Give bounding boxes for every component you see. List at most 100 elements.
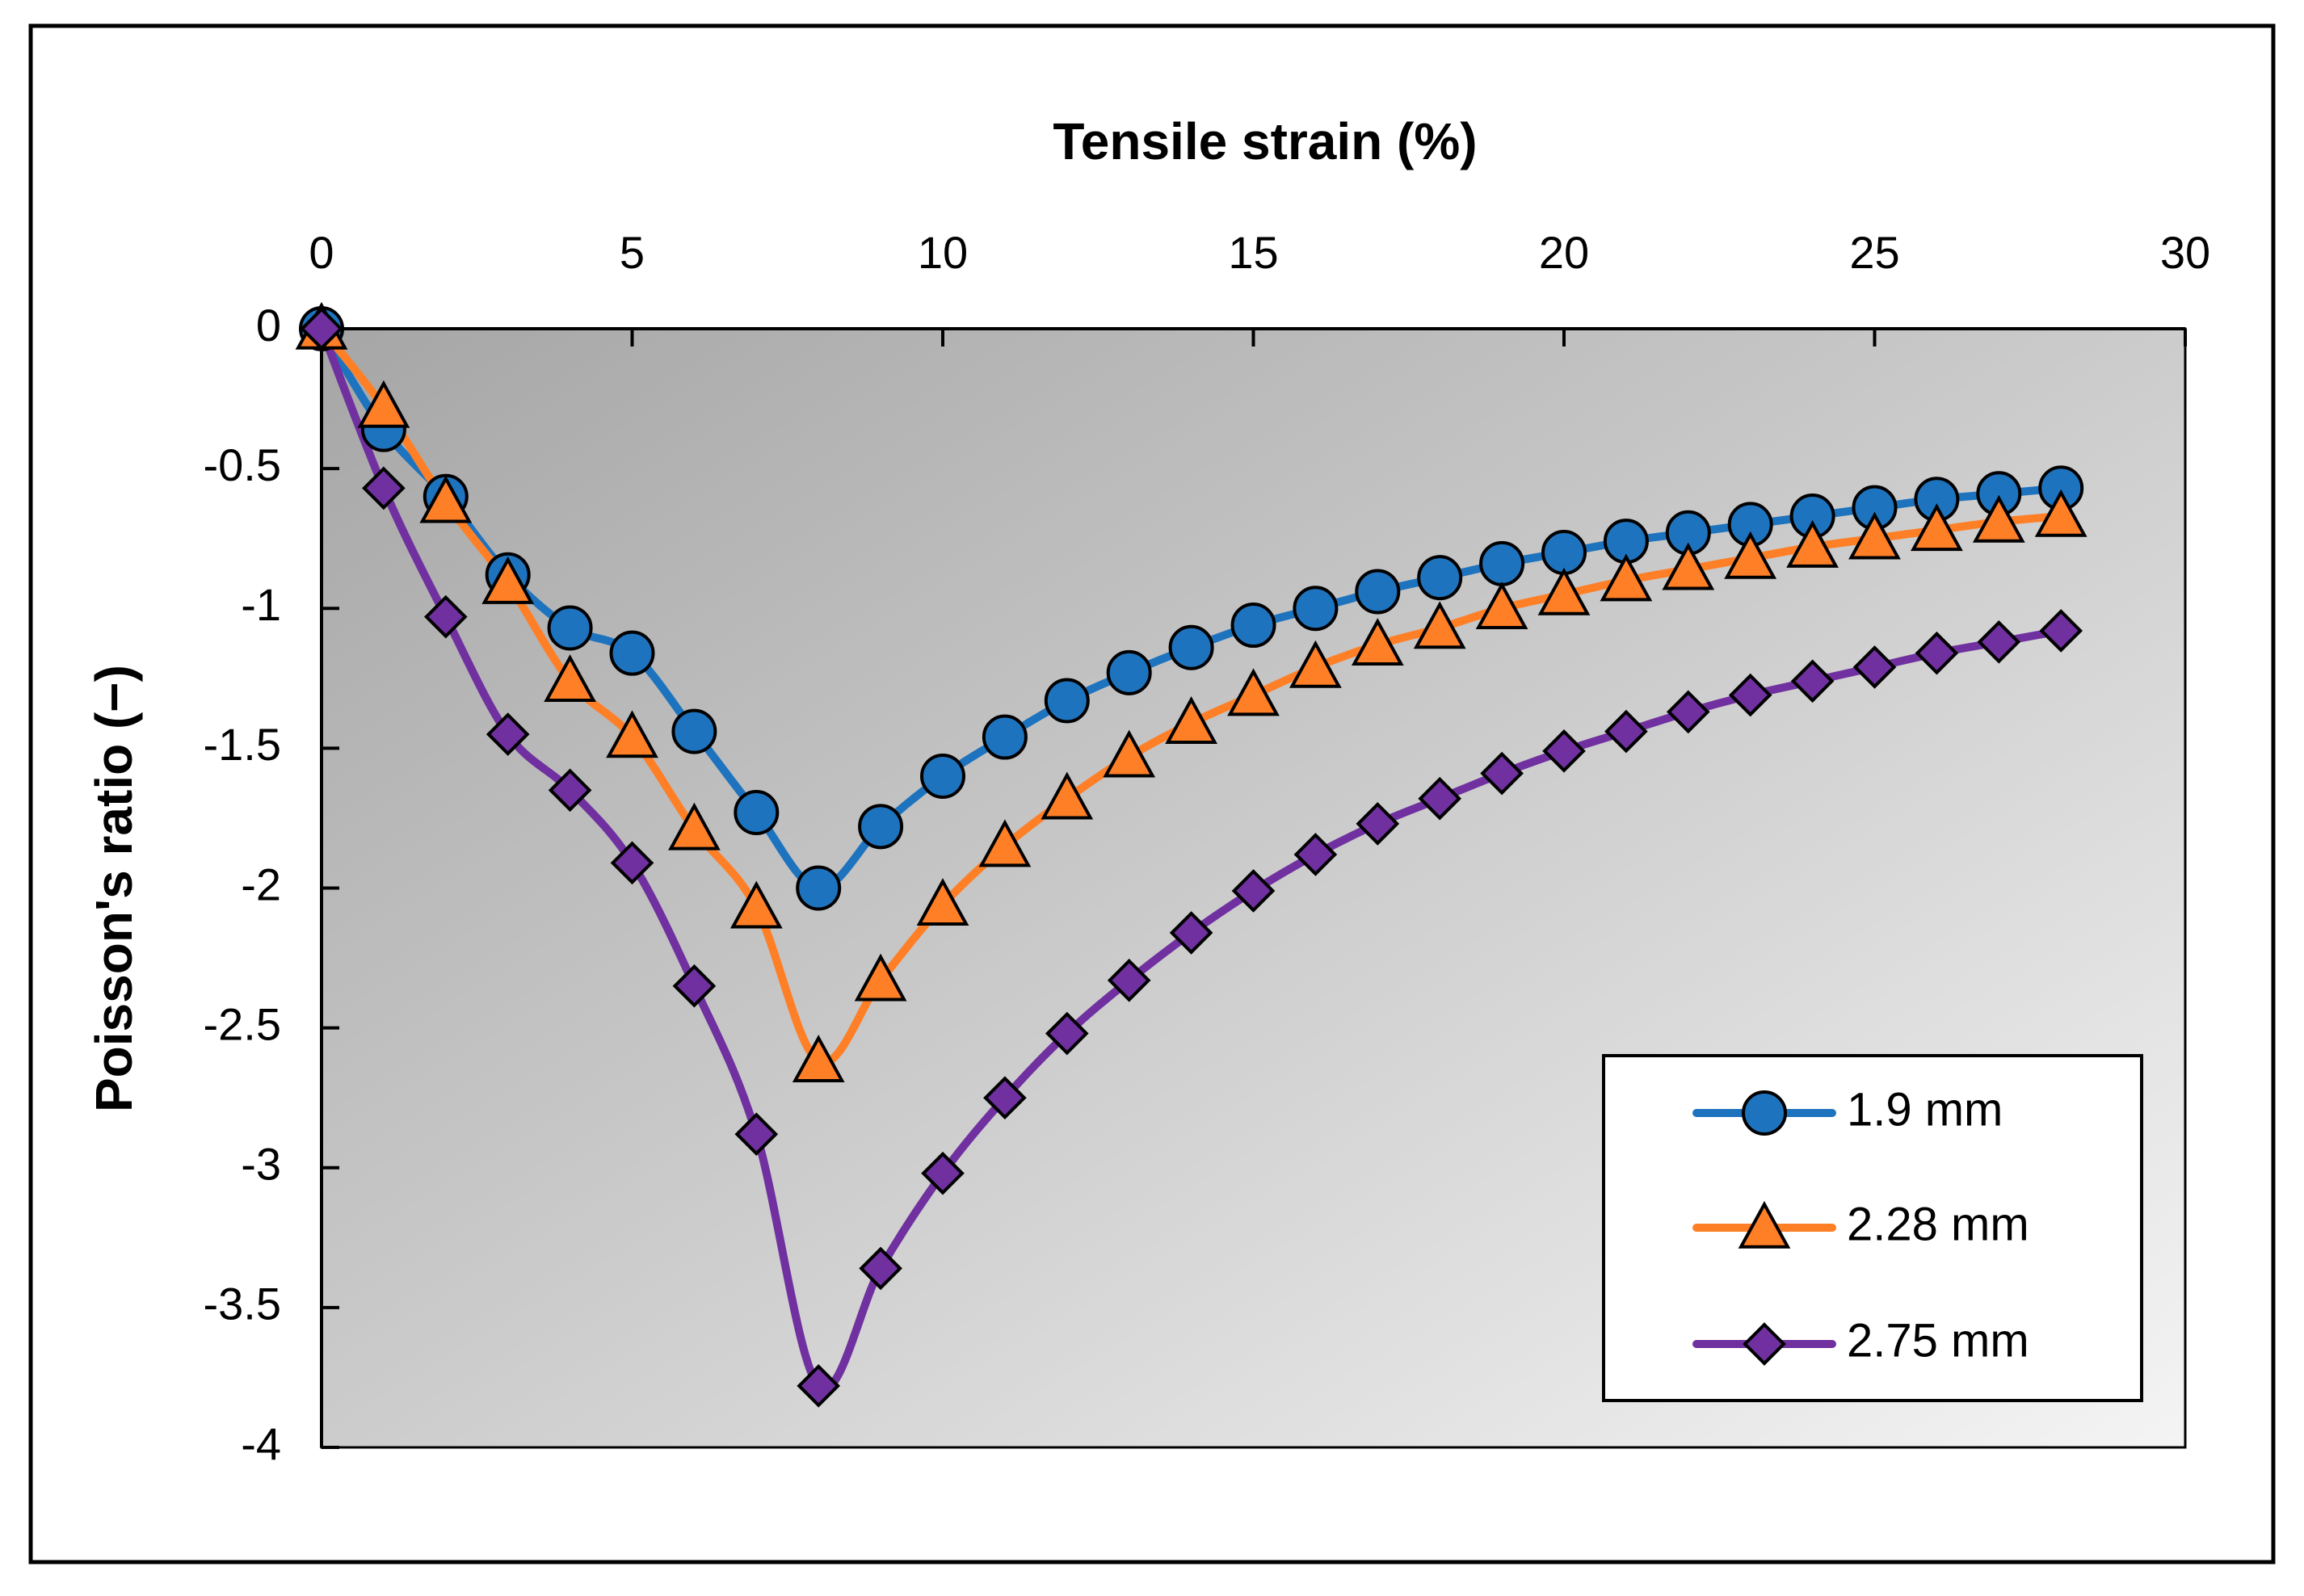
data-point-triangle [729, 880, 783, 929]
x-tick-label: 15 [1228, 227, 1278, 278]
data-point-triangle [1662, 542, 1715, 590]
y-tick-label: -0.5 [204, 439, 282, 490]
data-point-triangle [1351, 618, 1404, 666]
legend-marker-triangle [1738, 1200, 1791, 1249]
y-tick-label: -2 [241, 859, 281, 909]
x-tick-label: 20 [1539, 227, 1589, 278]
data-point-diamond [486, 712, 530, 756]
data-point-diamond [362, 466, 406, 510]
data-point-triangle [1537, 567, 1591, 615]
data-point-circle [1479, 540, 1525, 586]
data-point-triangle [978, 819, 1032, 867]
data-point-circle [982, 714, 1028, 760]
data-point-diamond [983, 1076, 1027, 1120]
data-point-circle [1417, 555, 1463, 601]
x-tick-label: 5 [620, 227, 645, 278]
data-point-triangle [1600, 553, 1653, 602]
data-point-diamond [423, 594, 468, 639]
data-point-diamond [1790, 659, 1835, 704]
data-point-circle [609, 630, 655, 676]
y-tick-label: -1 [241, 579, 281, 630]
data-point-circle [547, 605, 593, 651]
data-point-triangle [606, 710, 658, 758]
data-point-circle [796, 865, 842, 911]
data-point-diamond [1231, 869, 1276, 913]
series-markers-3 [300, 307, 2083, 1408]
legend-marker-diamond [1743, 1322, 1786, 1366]
y-tick-label: 0 [256, 300, 281, 351]
data-point-circle [858, 804, 904, 850]
data-point-circle [671, 708, 717, 754]
x-tick-label: 25 [1849, 227, 1899, 278]
data-point-diamond [1915, 631, 1959, 675]
series-markers [295, 301, 2087, 1408]
data-point-diamond [1542, 729, 1586, 773]
data-point-diamond [1107, 958, 1151, 1002]
legend-item: 2.75 mm [1692, 1314, 2029, 1367]
data-point-triangle [668, 802, 721, 850]
data-point-circle [1355, 569, 1401, 615]
data-point-triangle [419, 475, 473, 523]
data-point-triangle [1475, 582, 1528, 630]
data-point-triangle [1911, 503, 1963, 552]
data-point-triangle [1413, 601, 1466, 649]
y-tick-label: -3 [241, 1139, 281, 1190]
data-point-diamond [859, 1246, 902, 1291]
y-tick-label: -1.5 [204, 719, 282, 770]
data-point-diamond [1977, 620, 2021, 664]
data-point-circle [1293, 586, 1339, 632]
legend-item: 1.9 mm [1692, 1083, 2003, 1136]
data-point-circle [920, 754, 965, 799]
data-point-diamond [672, 964, 717, 1008]
series-markers-2 [295, 301, 2087, 1082]
data-point-diamond [797, 1363, 841, 1408]
data-point-triangle [2034, 489, 2087, 537]
data-point-diamond [300, 307, 343, 351]
data-point-diamond [1356, 802, 1400, 846]
x-axis-title: Tensile strain (%) [1053, 112, 1477, 170]
data-point-triangle [1103, 729, 1156, 778]
y-tick-label: -2.5 [204, 998, 282, 1049]
data-point-circle [1230, 603, 1276, 649]
data-point-circle [1168, 624, 1214, 670]
legend-label: 2.75 mm [1847, 1314, 2029, 1367]
data-point-diamond [1045, 1011, 1089, 1056]
series-markers-1 [299, 306, 2084, 911]
data-point-diamond [1293, 833, 1338, 876]
data-point-triangle [792, 1035, 845, 1082]
data-point-diamond [548, 768, 592, 813]
data-point-diamond [2039, 609, 2083, 653]
legend-marker-circle [1742, 1090, 1787, 1136]
data-point-circle [1044, 678, 1090, 724]
y-axis-title: Poisson's ratio (−) [85, 665, 143, 1112]
x-tick-label: 0 [309, 227, 334, 278]
data-point-triangle [1724, 531, 1777, 579]
data-point-triangle [1848, 511, 1901, 560]
data-point-diamond [610, 841, 654, 885]
data-point-triangle [481, 556, 535, 604]
data-point-diamond [921, 1151, 965, 1195]
data-point-triangle [1786, 519, 1839, 568]
data-point-circle [1541, 530, 1587, 575]
data-point-diamond [1604, 709, 1648, 754]
data-point-triangle [1041, 771, 1094, 820]
legend: 1.9 mm 2.28 mm 2.75 mm [1692, 1083, 2029, 1367]
data-point-triangle [1972, 494, 2025, 543]
data-point-triangle [544, 654, 596, 703]
data-point-triangle [1289, 640, 1342, 688]
data-point-diamond [1666, 690, 1710, 734]
x-tick-label: 10 [918, 227, 968, 278]
data-point-triangle [357, 380, 410, 428]
data-point-diamond [1852, 645, 1897, 689]
data-point-triangle [1165, 696, 1217, 744]
legend-label: 2.28 mm [1847, 1198, 2029, 1250]
legend-label: 1.9 mm [1847, 1083, 2003, 1136]
data-point-diamond [734, 1112, 779, 1157]
legend-item: 2.28 mm [1692, 1198, 2029, 1250]
data-point-diamond [1169, 911, 1213, 955]
y-tick-label: -4 [241, 1418, 281, 1469]
y-tick-label: -3.5 [204, 1279, 282, 1329]
data-point-circle [1106, 649, 1152, 695]
